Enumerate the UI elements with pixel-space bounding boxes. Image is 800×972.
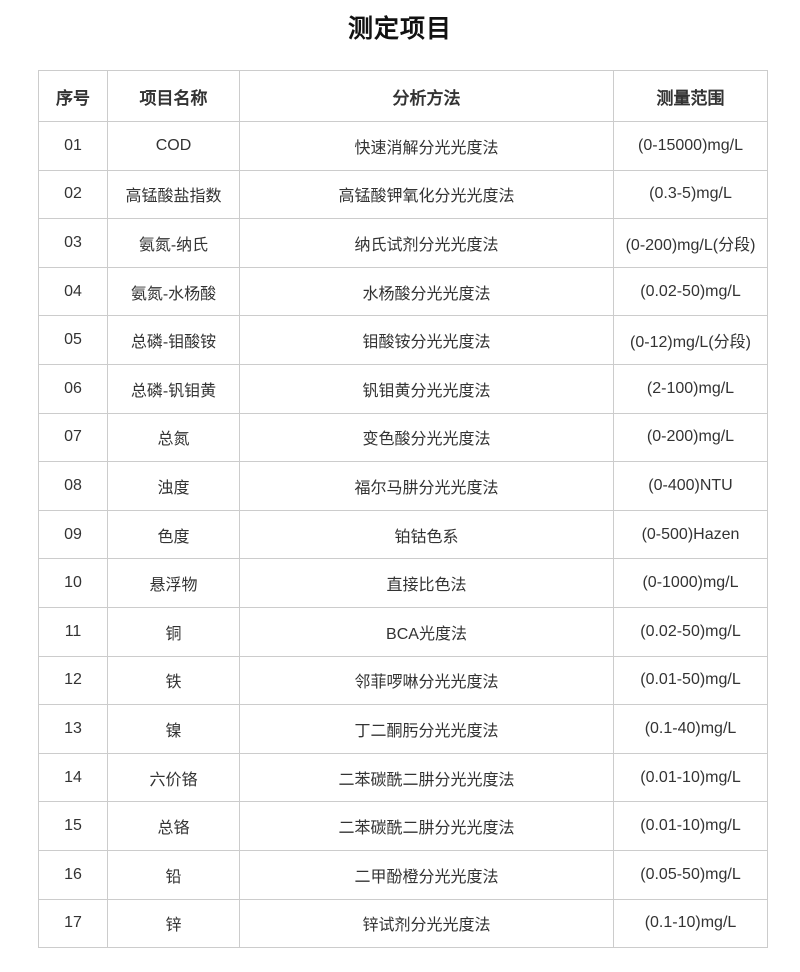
column-header-3: 测量范围 xyxy=(613,70,768,122)
cell-measure-range: (0-400)NTU xyxy=(613,461,768,511)
page-title: 测定项目 xyxy=(347,15,452,43)
cell-measure-range: (0.01-10)mg/L xyxy=(613,801,768,851)
cell-index: 06 xyxy=(38,363,108,414)
cell-item-name: COD xyxy=(107,121,240,171)
cell-measure-range: (0.3-5)mg/L xyxy=(613,169,768,220)
table-row: 15 总铬 二苯碳酰二肼分光光度法 (0.01-10)mg/L xyxy=(38,801,768,851)
column-header-2: 分析方法 xyxy=(239,70,614,122)
cell-index: 11 xyxy=(38,606,108,657)
cell-analysis-method: 纳氏试剂分光光度法 xyxy=(239,218,614,268)
table-row: 07 总氮 变色酸分光光度法 (0-200)mg/L xyxy=(38,412,768,463)
cell-item-name: 六价铬 xyxy=(107,752,240,803)
table-row: 03 氨氮-纳氏 纳氏试剂分光光度法 (0-200)mg/L(分段) xyxy=(38,218,768,268)
table-row: 14 六价铬 二苯碳酰二肼分光光度法 (0.01-10)mg/L xyxy=(38,752,768,803)
cell-analysis-method: 钼酸铵分光光度法 xyxy=(239,315,614,365)
cell-index: 15 xyxy=(38,801,108,851)
cell-measure-range: (0.05-50)mg/L xyxy=(613,849,768,900)
column-header-1: 项目名称 xyxy=(107,70,240,122)
table-row: 13 镍丁二酮肟分光光度法 (0.1-40)mg/L xyxy=(38,704,768,754)
table-body: 01 COD 快速消解分光光度法 (0-15000)mg/L 02 高锰酸盐指数 高锰酸钾氧… xyxy=(38,121,768,949)
page: 测定项目 序号 项目名称 分析方法 测量范围 01 COD 快速消解分光光度法 (0-150… xyxy=(38,15,768,949)
cell-analysis-method: 高锰酸钾氧化分光光度法 xyxy=(239,169,614,220)
table-row: 05 总磷-钼酸铵 钼酸铵分光光度法 (0-12)mg/L(分段) xyxy=(38,315,768,365)
cell-item-name: 氨氮-纳氏 xyxy=(107,218,240,268)
cell-item-name: 铁 xyxy=(107,655,240,706)
cell-index: 10 xyxy=(38,558,108,608)
table-head: 序号 项目名称 分析方法 测量范围 xyxy=(38,70,768,122)
table-row: 16 铅二甲酚橙分光光度法 (0.05-50)mg/L xyxy=(38,849,768,900)
table-row: 12 铁邻菲啰啉分光光度法 (0.01-50)mg/L xyxy=(38,655,768,706)
table-header-row: 序号 项目名称 分析方法 测量范围 xyxy=(38,70,768,122)
cell-measure-range: (0.02-50)mg/L xyxy=(613,266,768,317)
cell-measure-range: (0.01-50)mg/L xyxy=(613,655,768,706)
cell-measure-range: (2-100)mg/L xyxy=(613,363,768,414)
table-row: 04 氨氮-水杨酸 水杨酸分光光度法 (0.02-50)mg/L xyxy=(38,266,768,317)
cell-analysis-method: 二苯碳酰二肼分光光度法 xyxy=(239,801,614,851)
cell-index: 13 xyxy=(38,704,108,754)
cell-analysis-method: 水杨酸分光光度法 xyxy=(239,266,614,317)
cell-index: 02 xyxy=(38,169,108,220)
cell-item-name: 总磷-钒钼黄 xyxy=(107,363,240,414)
cell-measure-range: (0-15000)mg/L xyxy=(613,121,768,171)
measurement-items-table: 序号 项目名称 分析方法 测量范围 01 COD 快速消解分光光度法 (0-15000)mg… xyxy=(38,70,768,949)
cell-analysis-method: 丁二酮肟分光光度法 xyxy=(239,704,614,754)
cell-index: 03 xyxy=(38,218,108,268)
cell-analysis-method: 钒钼黄分光光度法 xyxy=(239,363,614,414)
cell-item-name: 总氮 xyxy=(107,412,240,463)
cell-analysis-method: 邻菲啰啉分光光度法 xyxy=(239,655,614,706)
cell-measure-range: (0.01-10)mg/L xyxy=(613,752,768,803)
column-header-0: 序号 xyxy=(38,70,108,122)
cell-measure-range: (0-500)Hazen xyxy=(613,509,768,560)
cell-measure-range: (0-200)mg/L xyxy=(613,412,768,463)
cell-item-name: 高锰酸盐指数 xyxy=(107,169,240,220)
cell-measure-range: (0-1000)mg/L xyxy=(613,558,768,608)
cell-analysis-method: BCA光度法 xyxy=(239,606,614,657)
cell-measure-range: (0.1-40)mg/L xyxy=(613,704,768,754)
cell-item-name: 铅 xyxy=(107,849,240,900)
cell-index: 04 xyxy=(38,266,108,317)
cell-measure-range: (0-12)mg/L(分段) xyxy=(613,315,768,365)
cell-item-name: 锌 xyxy=(107,898,240,949)
cell-item-name: 悬浮物 xyxy=(107,558,240,608)
cell-index: 08 xyxy=(38,461,108,511)
table-row: 02 高锰酸盐指数 高锰酸钾氧化分光光度法 (0.3-5)mg/L xyxy=(38,169,768,220)
cell-item-name: 总磷-钼酸铵 xyxy=(107,315,240,365)
table-row: 08 浊度 福尔马肼分光光度法 (0-400)NTU xyxy=(38,461,768,511)
cell-analysis-method: 二苯碳酰二肼分光光度法 xyxy=(239,752,614,803)
cell-item-name: 浊度 xyxy=(107,461,240,511)
cell-index: 17 xyxy=(38,898,108,949)
cell-index: 14 xyxy=(38,752,108,803)
cell-analysis-method: 快速消解分光光度法 xyxy=(239,121,614,171)
cell-analysis-method: 二甲酚橙分光光度法 xyxy=(239,849,614,900)
cell-analysis-method: 锌试剂分光光度法 xyxy=(239,898,614,949)
cell-index: 05 xyxy=(38,315,108,365)
cell-item-name: 总铬 xyxy=(107,801,240,851)
table-row: 09 色度 铂钴色系 (0-500)Hazen xyxy=(38,509,768,560)
cell-index: 01 xyxy=(38,121,108,171)
cell-item-name: 铜 xyxy=(107,606,240,657)
cell-index: 16 xyxy=(38,849,108,900)
cell-item-name: 色度 xyxy=(107,509,240,560)
table-row: 06 总磷-钒钼黄 钒钼黄分光光度法 (2-100)mg/L xyxy=(38,363,768,414)
cell-index: 07 xyxy=(38,412,108,463)
cell-measure-range: (0.02-50)mg/L xyxy=(613,606,768,657)
cell-measure-range: (0-200)mg/L(分段) xyxy=(613,218,768,268)
table-row: 01 COD 快速消解分光光度法 (0-15000)mg/L xyxy=(38,121,768,171)
table-row: 10 悬浮物 直接比色法 (0-1000)mg/L xyxy=(38,558,768,608)
cell-measure-range: (0.1-10)mg/L xyxy=(613,898,768,949)
cell-analysis-method: 铂钴色系 xyxy=(239,509,614,560)
cell-item-name: 氨氮-水杨酸 xyxy=(107,266,240,317)
table-row: 11 铜 BCA光度法 (0.02-50)mg/L xyxy=(38,606,768,657)
cell-analysis-method: 变色酸分光光度法 xyxy=(239,412,614,463)
cell-index: 12 xyxy=(38,655,108,706)
cell-index: 09 xyxy=(38,509,108,560)
cell-analysis-method: 福尔马肼分光光度法 xyxy=(239,461,614,511)
cell-item-name: 镍 xyxy=(107,704,240,754)
table-row: 17 锌锌试剂分光光度法 (0.1-10)mg/L xyxy=(38,898,768,949)
cell-analysis-method: 直接比色法 xyxy=(239,558,614,608)
